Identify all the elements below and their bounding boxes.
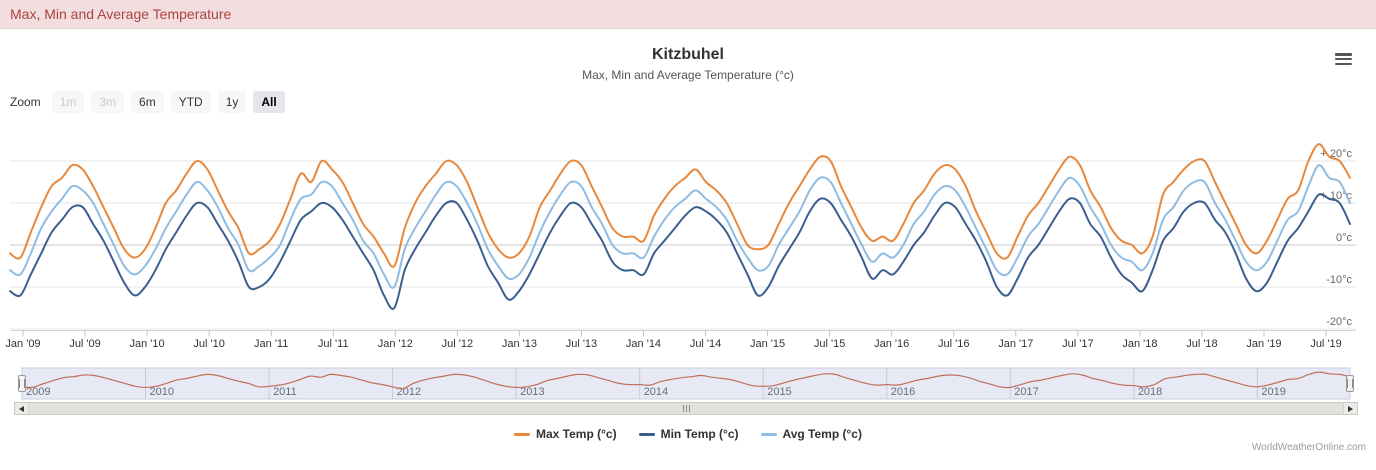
x-axis-label: Jul '19 bbox=[1310, 338, 1341, 350]
left-arrow-icon bbox=[19, 405, 24, 412]
x-axis-label: Jan '19 bbox=[1246, 338, 1281, 350]
x-axis-label: Jul '10 bbox=[193, 338, 224, 350]
legend-label-max: Max Temp (°c) bbox=[536, 427, 617, 441]
scrollbar[interactable] bbox=[14, 402, 1358, 415]
x-axis-label: Jul '12 bbox=[442, 338, 473, 350]
x-axis-label: Jul '13 bbox=[566, 338, 597, 350]
legend-marker-min-icon bbox=[638, 432, 655, 436]
navigator[interactable] bbox=[22, 368, 1350, 399]
chart-subtitle: Max, Min and Average Temperature (°c) bbox=[582, 68, 794, 82]
x-axis-label: Jan '16 bbox=[874, 338, 909, 350]
zoom-button-1y[interactable]: 1y bbox=[217, 91, 247, 113]
plot-area[interactable] bbox=[10, 126, 1356, 330]
x-axis-label: Jul '11 bbox=[318, 338, 349, 350]
legend-label-min: Min Temp (°c) bbox=[660, 427, 739, 441]
zoom-button-all[interactable]: All bbox=[253, 91, 285, 113]
x-axis-label: Jan '18 bbox=[1122, 338, 1157, 350]
legend-item-min-temp[interactable]: Min Temp (°c) bbox=[638, 427, 739, 441]
legend-label-avg: Avg Temp (°c) bbox=[782, 427, 862, 441]
x-axis-label: Jan '15 bbox=[750, 338, 785, 350]
watermark: WorldWeatherOnline.com bbox=[1251, 442, 1366, 453]
x-axis-label: Jan '10 bbox=[130, 338, 165, 350]
scrollbar-right-arrow-button[interactable] bbox=[1344, 403, 1357, 414]
scrollbar-thumb[interactable] bbox=[28, 403, 1344, 414]
zoom-button-1m: 1m bbox=[51, 91, 85, 113]
x-axis-label: Jan '17 bbox=[998, 338, 1033, 350]
menu-bar bbox=[1335, 57, 1352, 61]
menu-bar bbox=[1335, 53, 1352, 56]
hamburger-menu-icon[interactable] bbox=[1335, 53, 1352, 65]
chart-title: Kitzbuhel bbox=[652, 46, 724, 63]
legend: Max Temp (°c) Min Temp (°c) Avg Temp (°c… bbox=[0, 427, 1376, 441]
x-axis-label: Jul '17 bbox=[1062, 338, 1093, 350]
x-axis-label: Jan '14 bbox=[626, 338, 661, 350]
x-axis-label: Jul '14 bbox=[690, 338, 721, 350]
x-axis-label: Jul '15 bbox=[814, 338, 845, 350]
legend-item-avg-temp[interactable]: Avg Temp (°c) bbox=[760, 427, 862, 441]
x-axis-label: Jul '18 bbox=[1186, 338, 1217, 350]
x-axis-label: Jan '13 bbox=[502, 338, 537, 350]
navigator-right-handle[interactable] bbox=[1346, 375, 1354, 392]
scrollbar-left-arrow-button[interactable] bbox=[15, 403, 28, 414]
legend-marker-max-icon bbox=[514, 432, 530, 436]
x-axis-label: Jan '09 bbox=[5, 338, 40, 350]
right-arrow-icon bbox=[1348, 405, 1353, 412]
zoom-label: Zoom bbox=[10, 95, 41, 109]
legend-item-max-temp[interactable]: Max Temp (°c) bbox=[514, 427, 617, 441]
x-axis-label: Jul '09 bbox=[69, 338, 100, 350]
zoom-button-ytd[interactable]: YTD bbox=[170, 91, 211, 113]
menu-bar bbox=[1335, 62, 1352, 65]
range-selector: Zoom 1m 3m 6m YTD 1y All bbox=[10, 91, 285, 113]
x-axis-label: Jan '12 bbox=[378, 338, 413, 350]
x-axis-label: Jul '16 bbox=[938, 338, 969, 350]
page-header-bar: Max, Min and Average Temperature bbox=[0, 0, 1376, 29]
scrollbar-grip-icon bbox=[682, 405, 690, 412]
legend-marker-avg-icon bbox=[760, 432, 777, 436]
zoom-button-6m[interactable]: 6m bbox=[131, 91, 164, 113]
x-axis-label: Jan '11 bbox=[254, 338, 288, 350]
zoom-button-3m: 3m bbox=[91, 91, 125, 113]
navigator-left-handle[interactable] bbox=[18, 375, 26, 392]
